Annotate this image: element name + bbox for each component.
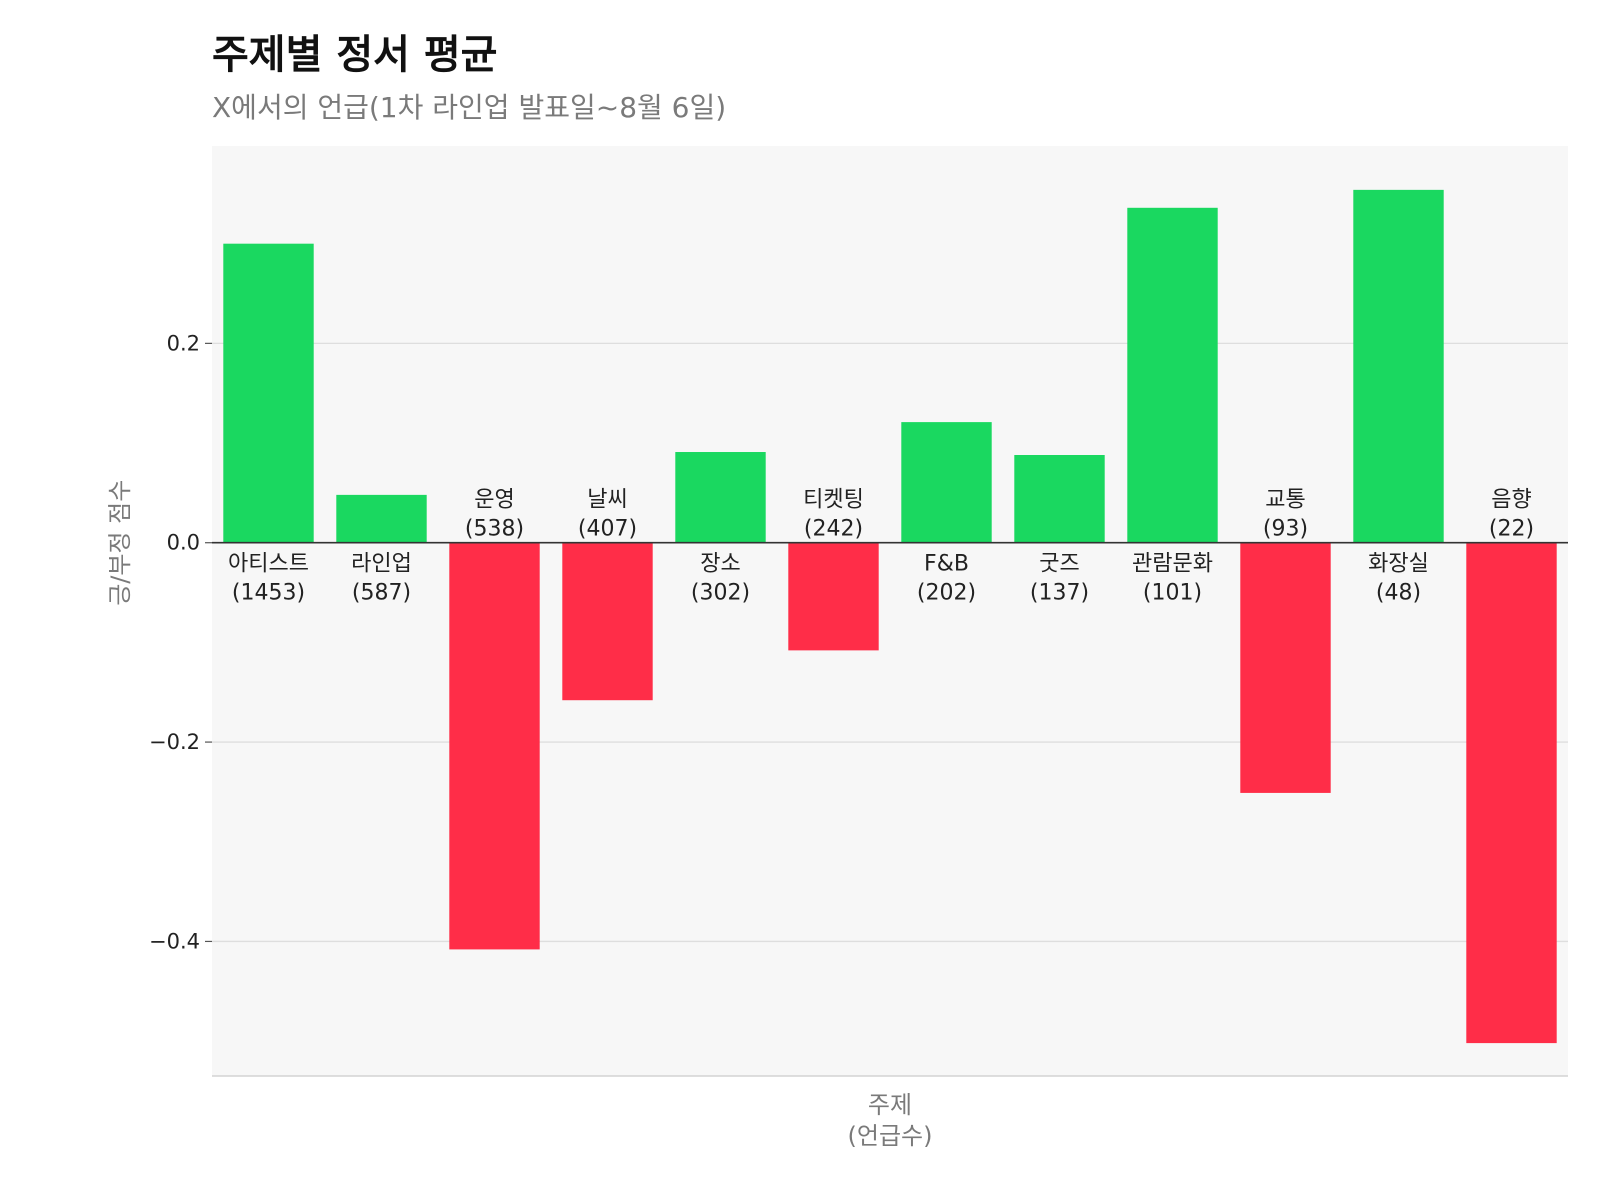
category-count-label: (587) xyxy=(352,581,411,606)
bar xyxy=(788,542,879,651)
y-tick-label: −0.2 xyxy=(149,730,200,754)
category-label: 아티스트 xyxy=(228,552,309,577)
bar xyxy=(1353,189,1444,543)
bar xyxy=(336,494,427,543)
y-tick-label: 0.2 xyxy=(167,331,200,355)
category-label: 운영 xyxy=(474,488,514,513)
category-count-label: (302) xyxy=(691,581,750,606)
chart-subtitle: X에서의 언급(1차 라인업 발표일~8월 6일) xyxy=(212,91,727,124)
bar xyxy=(1240,542,1331,793)
bar xyxy=(901,422,992,543)
chart-title: 주제별 정서 평균 xyxy=(212,32,498,78)
bar xyxy=(1466,542,1557,1044)
category-count-label: (202) xyxy=(917,581,976,606)
category-label: 티켓팅 xyxy=(803,488,864,513)
plot-panel xyxy=(212,146,1568,1076)
category-label: 관람문화 xyxy=(1132,552,1213,577)
bar xyxy=(675,452,766,543)
bar xyxy=(562,542,653,701)
y-tick-label: 0.0 xyxy=(167,531,200,555)
category-count-label: (538) xyxy=(465,517,524,542)
category-label: F&B xyxy=(924,552,969,577)
category-label: 화장실 xyxy=(1368,552,1429,577)
bar xyxy=(1127,207,1218,543)
category-count-label: (137) xyxy=(1030,581,1089,606)
category-count-label: (22) xyxy=(1489,517,1534,542)
category-label: 장소 xyxy=(700,552,740,577)
y-tick-label: −0.4 xyxy=(149,929,200,953)
y-axis-title: 긍/부정 점수 xyxy=(106,480,134,606)
bar xyxy=(1014,455,1105,543)
category-count-label: (1453) xyxy=(232,581,305,606)
bar xyxy=(449,542,540,950)
category-label: 교통 xyxy=(1265,488,1305,513)
category-count-label: (407) xyxy=(578,517,637,542)
category-count-label: (48) xyxy=(1376,581,1421,606)
bar xyxy=(223,243,314,543)
category-label: 굿즈 xyxy=(1039,552,1079,577)
category-count-label: (101) xyxy=(1143,581,1202,606)
x-axis-title: (언급수) xyxy=(848,1122,933,1150)
category-label: 라인업 xyxy=(351,552,412,577)
category-label: 음향 xyxy=(1491,488,1531,513)
x-axis-title: 주제 xyxy=(868,1091,912,1119)
category-label: 날씨 xyxy=(587,488,627,513)
category-count-label: (93) xyxy=(1263,517,1308,542)
category-count-label: (242) xyxy=(804,517,863,542)
